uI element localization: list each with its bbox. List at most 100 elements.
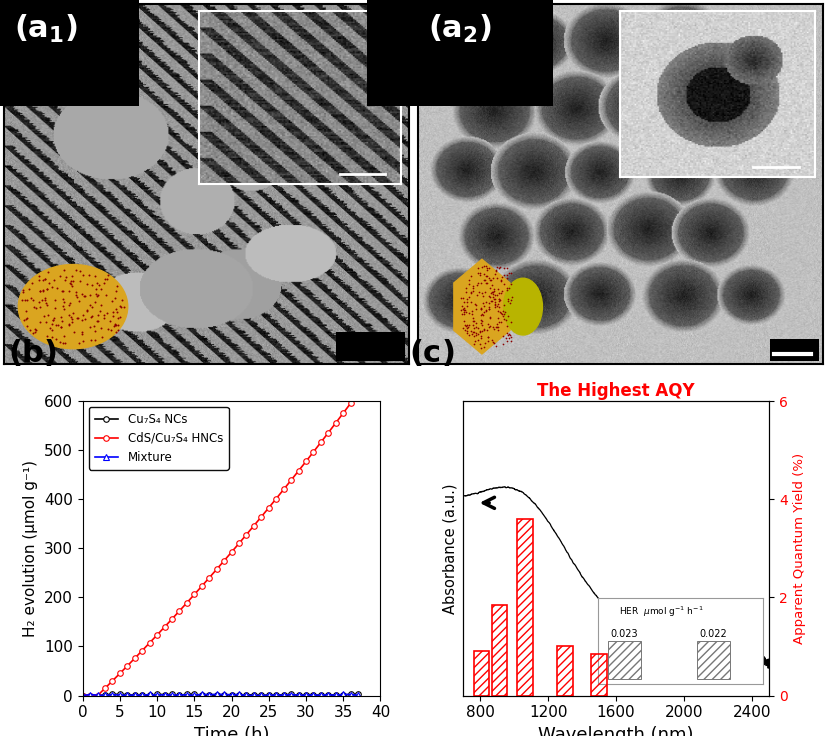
Cu₇S₄ NCs — [331, 691, 341, 700]
Cu₇S₄ NCs — [241, 690, 251, 699]
Mixture — [108, 690, 117, 699]
CdS/Cu₇S₄ HNCs — [85, 691, 95, 700]
Cu₇S₄ NCs — [189, 690, 199, 698]
CdS/Cu₇S₄ HNCs — [122, 662, 132, 670]
Mixture — [219, 690, 229, 699]
Mixture — [256, 691, 266, 700]
Cu₇S₄ NCs — [294, 691, 304, 700]
CdS/Cu₇S₄ HNCs — [227, 548, 237, 556]
CdS/Cu₇S₄ HNCs — [219, 556, 229, 565]
CdS/Cu₇S₄ HNCs — [338, 408, 348, 417]
Cu₇S₄ NCs — [197, 691, 207, 700]
Cu₇S₄ NCs — [115, 690, 125, 699]
CdS/Cu₇S₄ HNCs — [182, 598, 192, 607]
Mixture — [137, 691, 147, 700]
CdS/Cu₇S₄ HNCs — [100, 684, 110, 693]
CdS/Cu₇S₄ HNCs — [78, 691, 88, 700]
Mixture — [249, 691, 259, 700]
Cu₇S₄ NCs — [301, 690, 311, 699]
CdS/Cu₇S₄ HNCs — [234, 539, 244, 548]
CdS/Cu₇S₄ HNCs — [286, 475, 296, 484]
CdS/Cu₇S₄ HNCs — [294, 467, 304, 475]
CdS/Cu₇S₄ HNCs — [108, 676, 117, 685]
Mixture — [152, 691, 162, 700]
CdS/Cu₇S₄ HNCs — [346, 399, 356, 408]
Mixture — [271, 690, 281, 699]
Bar — [492, 605, 507, 696]
Line: Mixture: Mixture — [80, 692, 361, 698]
CdS/Cu₇S₄ HNCs — [249, 521, 259, 530]
Bar — [337, 332, 405, 361]
Mixture — [227, 690, 237, 699]
Mixture — [122, 691, 132, 700]
CdS/Cu₇S₄ HNCs — [212, 565, 222, 573]
Mixture — [346, 690, 356, 699]
Mixture — [294, 690, 304, 699]
Mixture — [286, 690, 296, 699]
Mixture — [331, 691, 341, 700]
Mixture — [93, 690, 103, 699]
Cu₇S₄ NCs — [316, 691, 326, 700]
CdS/Cu₇S₄ HNCs — [115, 669, 125, 678]
X-axis label: Time (h): Time (h) — [194, 726, 270, 736]
CdS/Cu₇S₄ HNCs — [204, 573, 214, 582]
Text: $\mathbf{(a_2)}$: $\mathbf{(a_2)}$ — [428, 13, 492, 45]
CdS/Cu₇S₄ HNCs — [241, 530, 251, 539]
Cu₇S₄ NCs — [152, 690, 162, 698]
Mixture — [353, 691, 363, 700]
Mixture — [167, 690, 177, 699]
Cu₇S₄ NCs — [249, 690, 259, 699]
Mixture — [316, 691, 326, 700]
Mixture — [212, 690, 222, 698]
Cu₇S₄ NCs — [93, 691, 103, 700]
Cu₇S₄ NCs — [308, 690, 318, 699]
Cu₇S₄ NCs — [78, 691, 88, 700]
CdS/Cu₇S₄ HNCs — [323, 428, 333, 437]
Cu₇S₄ NCs — [234, 690, 244, 699]
Mixture — [189, 691, 199, 700]
Title: The Highest AQY: The Highest AQY — [538, 381, 695, 400]
Cu₇S₄ NCs — [100, 690, 110, 699]
Mixture — [130, 690, 140, 699]
Cu₇S₄ NCs — [85, 691, 95, 700]
Cu₇S₄ NCs — [130, 691, 140, 700]
Cu₇S₄ NCs — [346, 690, 356, 698]
Mixture — [85, 690, 95, 699]
Cu₇S₄ NCs — [182, 690, 192, 698]
Bar — [474, 651, 489, 696]
Bar — [557, 646, 573, 696]
CdS/Cu₇S₄ HNCs — [256, 512, 266, 521]
Y-axis label: Absorbance (a.u.): Absorbance (a.u.) — [442, 483, 457, 614]
CdS/Cu₇S₄ HNCs — [301, 457, 311, 466]
Cu₇S₄ NCs — [145, 691, 155, 700]
Cu₇S₄ NCs — [264, 690, 274, 699]
CdS/Cu₇S₄ HNCs — [353, 389, 363, 397]
Mixture — [197, 690, 207, 698]
Cu₇S₄ NCs — [323, 690, 333, 699]
CdS/Cu₇S₄ HNCs — [331, 419, 341, 428]
CdS/Cu₇S₄ HNCs — [197, 581, 207, 590]
Text: $\mathbf{(a_1)}$: $\mathbf{(a_1)}$ — [14, 13, 79, 45]
Cu₇S₄ NCs — [286, 690, 296, 698]
X-axis label: Wavelength (nm): Wavelength (nm) — [538, 726, 694, 736]
Mixture — [264, 690, 274, 699]
Cu₇S₄ NCs — [219, 690, 229, 699]
CdS/Cu₇S₄ HNCs — [271, 494, 281, 503]
Mixture — [174, 690, 184, 699]
CdS/Cu₇S₄ HNCs — [130, 654, 140, 662]
Mixture — [78, 691, 88, 700]
Y-axis label: H₂ evolution (μmol g⁻¹): H₂ evolution (μmol g⁻¹) — [23, 460, 38, 637]
Mixture — [145, 690, 155, 698]
Cu₇S₄ NCs — [279, 690, 289, 699]
Mixture — [241, 691, 251, 700]
Legend: Cu₇S₄ NCs, CdS/Cu₇S₄ HNCs, Mixture: Cu₇S₄ NCs, CdS/Cu₇S₄ HNCs, Mixture — [88, 407, 229, 470]
Cu₇S₄ NCs — [353, 690, 363, 698]
Cu₇S₄ NCs — [108, 690, 117, 698]
CdS/Cu₇S₄ HNCs — [316, 438, 326, 447]
Mixture — [100, 691, 110, 700]
CdS/Cu₇S₄ HNCs — [93, 691, 103, 700]
Mixture — [323, 690, 333, 699]
Text: $\mathbf{(c)}$: $\mathbf{(c)}$ — [409, 337, 455, 368]
Bar — [770, 339, 819, 361]
Cu₇S₄ NCs — [160, 690, 170, 699]
